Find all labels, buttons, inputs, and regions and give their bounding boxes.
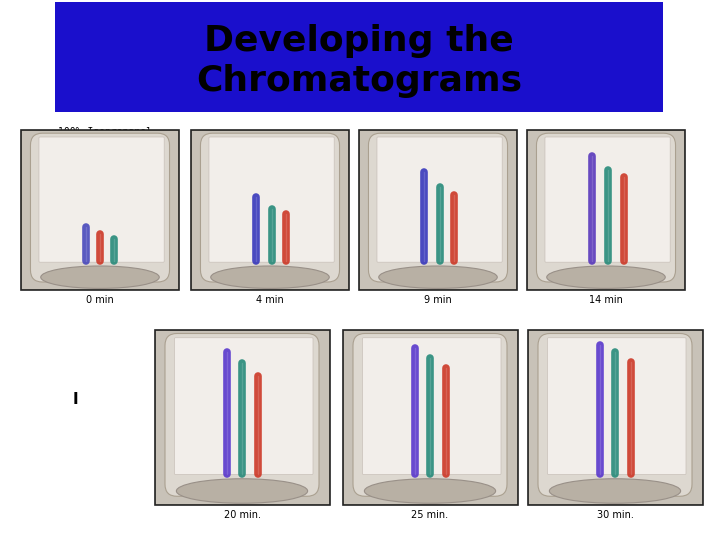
FancyBboxPatch shape [39, 137, 164, 262]
Text: 9 min: 9 min [424, 295, 452, 305]
Bar [527, 130, 685, 290]
FancyBboxPatch shape [538, 334, 692, 496]
FancyBboxPatch shape [536, 133, 675, 282]
Ellipse shape [549, 479, 680, 503]
Bar [528, 131, 684, 289]
Text: 14 min: 14 min [589, 295, 623, 305]
Bar [343, 331, 516, 504]
Text: 30 min.: 30 min. [597, 510, 634, 520]
Bar [55, 2, 663, 112]
Ellipse shape [379, 266, 498, 288]
Ellipse shape [364, 479, 495, 503]
Text: Developing the: Developing the [204, 24, 514, 57]
Bar [528, 331, 701, 504]
Ellipse shape [546, 266, 665, 288]
Bar [155, 330, 330, 505]
FancyBboxPatch shape [545, 137, 670, 262]
Bar [343, 330, 518, 505]
Text: 100% Isopropanol: 100% Isopropanol [58, 127, 152, 137]
Bar [192, 131, 348, 289]
Bar [21, 130, 179, 290]
FancyBboxPatch shape [362, 338, 501, 475]
Ellipse shape [176, 479, 307, 503]
Bar [156, 331, 328, 504]
Bar [528, 330, 703, 505]
Text: 4 min: 4 min [256, 295, 284, 305]
FancyBboxPatch shape [369, 133, 508, 282]
Bar [191, 130, 349, 290]
FancyBboxPatch shape [30, 133, 169, 282]
FancyBboxPatch shape [165, 334, 319, 496]
Text: Chromatograms: Chromatograms [196, 64, 522, 98]
FancyBboxPatch shape [200, 133, 340, 282]
Text: I: I [72, 393, 78, 408]
Bar [22, 131, 178, 289]
FancyBboxPatch shape [547, 338, 686, 475]
FancyBboxPatch shape [353, 334, 507, 496]
FancyBboxPatch shape [174, 338, 313, 475]
Ellipse shape [211, 266, 329, 288]
Ellipse shape [41, 266, 159, 288]
FancyBboxPatch shape [209, 137, 334, 262]
Bar [359, 130, 517, 290]
Bar [360, 131, 516, 289]
Text: 25 min.: 25 min. [411, 510, 449, 520]
Text: 0 min: 0 min [86, 295, 114, 305]
Text: 20 min.: 20 min. [223, 510, 261, 520]
FancyBboxPatch shape [377, 137, 503, 262]
